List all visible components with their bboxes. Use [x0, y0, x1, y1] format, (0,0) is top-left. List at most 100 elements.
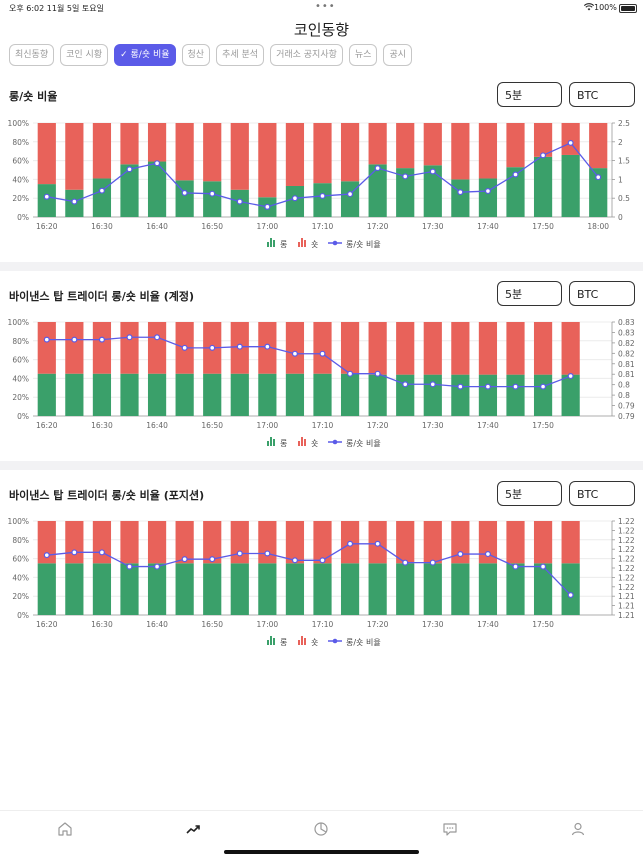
ratio-point: [291, 195, 298, 202]
long-bar: [147, 563, 167, 615]
short-bar: [423, 123, 442, 166]
short-bar: [396, 521, 415, 564]
long-bar: [396, 374, 415, 416]
x-tick-label: 18:00: [587, 222, 609, 231]
pie-chart-icon[interactable]: [313, 821, 329, 837]
ratio-point: [43, 193, 50, 200]
legend-ratio-icon: [332, 638, 338, 644]
ratio-point: [98, 549, 105, 556]
short-bar: [120, 521, 139, 564]
ratio-point: [209, 344, 216, 351]
symbol-select[interactable]: BTC: [569, 481, 635, 506]
ratio-point: [43, 336, 50, 343]
home-icon[interactable]: [57, 821, 73, 837]
tab-market[interactable]: 코인 시황: [60, 44, 109, 66]
legend-long-icon: [267, 441, 269, 446]
top-trader-position-chart: 0%20%40%60%80%100%1.211.211.211.221.221.…: [8, 517, 635, 647]
short-bar: [313, 521, 332, 564]
short-bar: [37, 123, 56, 185]
ratio-point: [374, 540, 381, 547]
long-bar: [65, 373, 84, 416]
bottom-nav: [0, 810, 643, 859]
legend-short-label: 숏: [311, 240, 318, 249]
short-bar: [37, 322, 56, 374]
tab-bar: 최신동향 코인 시황 ✓ 롱/숏 비율 청산 추세 분석 거래소 공지사항 뉴스…: [9, 44, 418, 66]
y2-tick-label: 1.21: [618, 592, 635, 601]
tab-latest[interactable]: 최신동향: [9, 44, 55, 66]
long-bar: [175, 563, 194, 615]
tab-liquidation[interactable]: 청산: [181, 44, 211, 66]
tab-news[interactable]: 뉴스: [348, 44, 378, 66]
x-tick-label: 17:10: [312, 421, 334, 430]
ratio-point: [319, 192, 326, 199]
short-bar: [230, 521, 249, 564]
ratio-point: [236, 198, 243, 205]
x-tick-label: 17:50: [532, 421, 554, 430]
ratio-line: [46, 336, 571, 388]
x-tick-label: 17:40: [477, 421, 499, 430]
multitask-dots[interactable]: •••: [315, 1, 336, 12]
symbol-select[interactable]: BTC: [569, 82, 635, 107]
ratio-point: [484, 383, 491, 390]
long-bar: [340, 373, 360, 416]
ratio-point: [71, 549, 78, 556]
x-tick-label: 16:20: [36, 620, 58, 629]
legend-long-icon: [273, 638, 275, 645]
y2-tick-label: 1.21: [618, 602, 635, 611]
x-tick-label: 17:20: [367, 222, 389, 231]
long-bar: [368, 164, 387, 217]
tab-disclosure[interactable]: 공시: [383, 44, 413, 66]
legend-short-icon: [301, 437, 303, 446]
section-title-top-trader-position: 바이낸스 탑 트레이더 롱/숏 비율 (포지션): [9, 489, 205, 502]
long-bar: [120, 563, 139, 615]
short-bar: [396, 123, 415, 169]
legend-short-icon: [304, 439, 306, 446]
tab-exchange-notice[interactable]: 거래소 공지사항: [270, 44, 343, 66]
long-bar: [396, 168, 415, 217]
legend-long-icon: [267, 640, 269, 645]
y2-tick-label: 0.79: [618, 402, 635, 411]
x-tick-label: 17:20: [367, 620, 389, 629]
ratio-point: [264, 203, 271, 210]
long-bar: [203, 373, 222, 416]
ratio-point: [126, 563, 133, 570]
tab-long-short[interactable]: ✓ 롱/숏 비율: [114, 44, 176, 66]
long-bar: [203, 181, 222, 217]
y-tick-label: 60%: [12, 555, 29, 564]
y-tick-label: 100%: [8, 318, 29, 327]
long-bar: [423, 165, 442, 217]
legend-short-label: 숏: [311, 638, 318, 647]
profile-icon[interactable]: [570, 821, 586, 837]
legend-long-label: 롱: [280, 439, 287, 448]
chat-icon[interactable]: [442, 821, 458, 837]
y2-tick-label: 1.5: [618, 157, 630, 166]
long-bar: [120, 373, 139, 416]
long-bar: [506, 167, 525, 217]
symbol-select[interactable]: BTC: [569, 281, 635, 306]
battery-icon: [619, 4, 637, 13]
long-bar: [285, 185, 305, 217]
short-bar: [423, 322, 442, 375]
y2-tick-label: 1.22: [618, 583, 635, 592]
long-bar: [396, 563, 415, 615]
x-tick-label: 16:30: [91, 620, 113, 629]
interval-select[interactable]: 5분: [497, 281, 562, 306]
y2-tick-label: 0.82: [618, 349, 635, 358]
y2-tick-label: 0.83: [618, 318, 635, 327]
y-tick-label: 0%: [17, 611, 29, 620]
tab-trend[interactable]: 추세 분석: [216, 44, 265, 66]
long-bar: [313, 563, 332, 615]
y-tick-label: 40%: [12, 374, 29, 383]
long-bar: [368, 563, 387, 615]
long-bar: [258, 563, 277, 615]
short-bar: [313, 123, 332, 184]
interval-select[interactable]: 5분: [497, 82, 562, 107]
interval-select[interactable]: 5분: [497, 481, 562, 506]
battery-percent: 100%: [594, 3, 617, 12]
legend-long-icon: [267, 242, 269, 247]
ratio-point: [567, 592, 574, 599]
trend-icon[interactable]: [185, 821, 201, 837]
y2-tick-label: 1.21: [618, 611, 635, 620]
x-tick-label: 17:00: [257, 421, 279, 430]
short-bar: [92, 322, 112, 374]
